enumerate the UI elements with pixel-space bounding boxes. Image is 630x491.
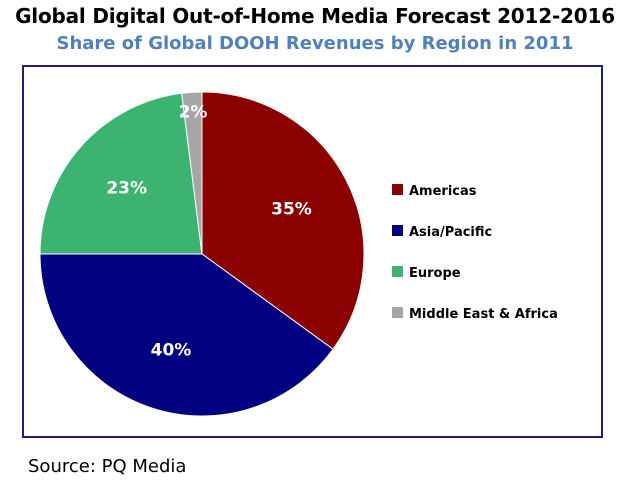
legend-swatch-asia-pacific bbox=[392, 225, 403, 236]
pie-slice-europe bbox=[39, 92, 203, 255]
legend-label-asia-pacific: Asia/Pacific bbox=[409, 225, 492, 240]
chart-subtitle: Share of Global DOOH Revenues by Region … bbox=[56, 33, 574, 54]
pie-slice-middle-east-and-africa bbox=[181, 91, 203, 255]
legend-label-americas: Americas bbox=[409, 184, 477, 199]
legend-swatch-europe bbox=[392, 266, 403, 277]
pie-slice-asia-pacific bbox=[39, 253, 334, 417]
slice-label-americas: 35% bbox=[271, 199, 312, 219]
legend-label-europe: Europe bbox=[409, 266, 461, 281]
chart-title: Global Digital Out-of-Home Media Forecas… bbox=[15, 4, 615, 28]
slice-label-europe: 23% bbox=[106, 179, 147, 199]
chart-frame bbox=[22, 65, 603, 438]
legend-label-middle-east-and-africa: Middle East & Africa bbox=[409, 307, 558, 322]
legend-swatch-middle-east-and-africa bbox=[392, 307, 403, 318]
slice-label-asia-pacific: 40% bbox=[151, 341, 192, 361]
source-note: Source: PQ Media bbox=[28, 456, 187, 477]
pie-slice-americas bbox=[201, 91, 365, 350]
legend-swatch-americas bbox=[392, 184, 403, 195]
slice-label-middle-east-and-africa: 2% bbox=[179, 103, 208, 123]
